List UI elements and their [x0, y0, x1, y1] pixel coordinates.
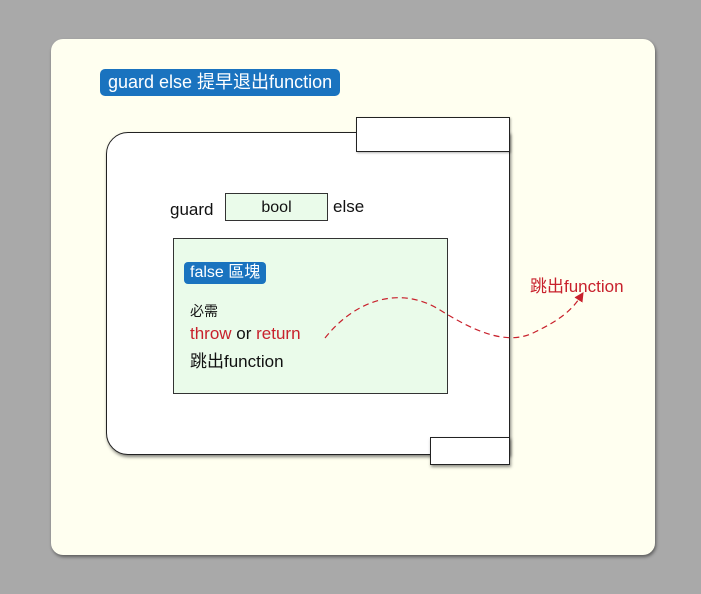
throw-keyword: throw	[190, 324, 232, 343]
required-label: 必需	[190, 303, 218, 319]
exit-label: 跳出function	[530, 277, 624, 296]
guard-keyword: guard	[170, 200, 214, 219]
condition-box: bool	[225, 193, 328, 221]
false-block-badge: false 區塊	[184, 262, 267, 284]
throw-or-return-line: throw or return	[190, 324, 301, 344]
return-keyword: return	[256, 324, 301, 343]
or-word: or	[231, 324, 257, 343]
else-keyword: else	[333, 197, 365, 216]
function-bottom-tab	[430, 437, 510, 465]
title-badge: guard else 提早退出function	[100, 69, 341, 96]
exit-function-text: 跳出function	[190, 352, 284, 371]
function-top-tab	[356, 117, 510, 152]
